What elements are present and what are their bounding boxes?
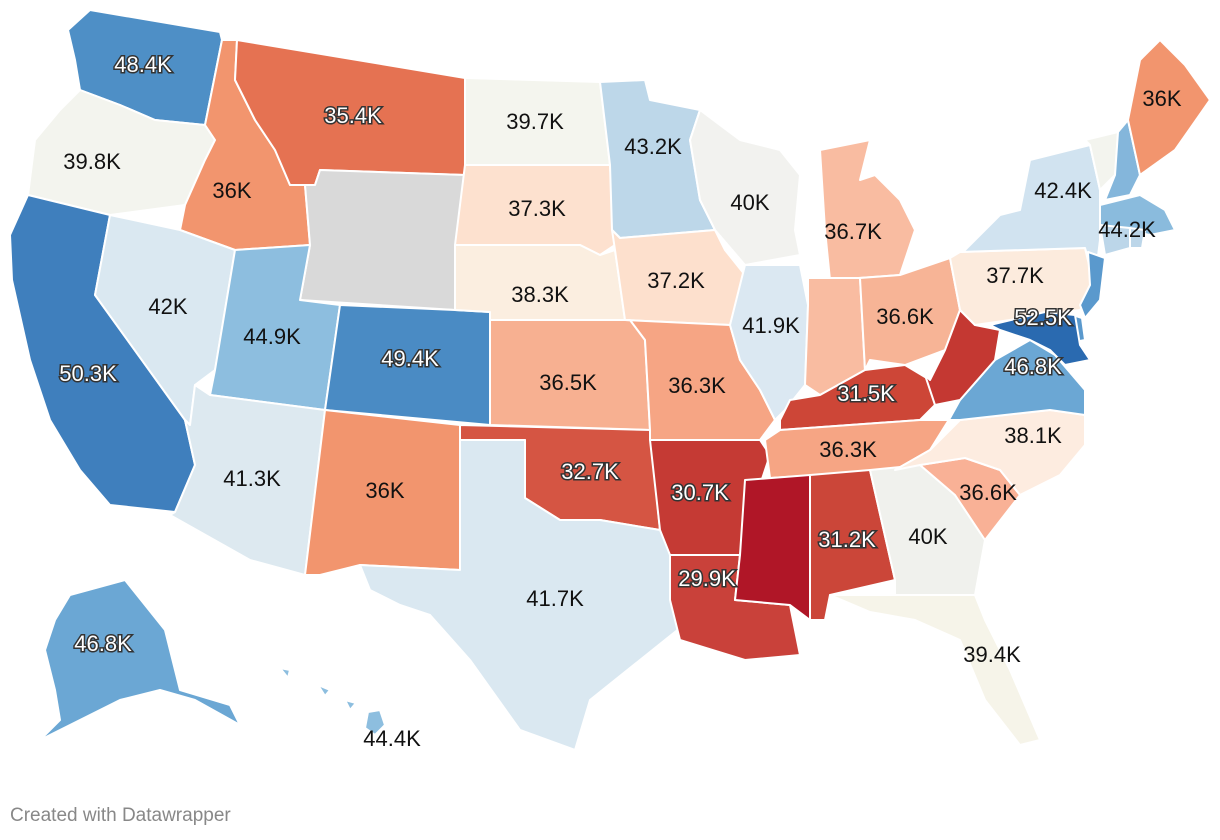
state-label-sc: 36.6K bbox=[959, 480, 1017, 505]
state-wy[interactable] bbox=[299, 169, 466, 311]
state-label-ok: 32.7K bbox=[561, 459, 619, 484]
state-ms[interactable] bbox=[734, 474, 811, 621]
state-label-or: 39.8K bbox=[63, 149, 121, 174]
state-nj[interactable] bbox=[1079, 251, 1106, 319]
state-label-oh: 36.6K bbox=[876, 304, 934, 329]
state-me[interactable] bbox=[1127, 39, 1211, 176]
state-label-ar: 30.7K bbox=[671, 480, 729, 505]
state-label-id: 36K bbox=[212, 178, 251, 203]
state-label-nm: 36K bbox=[365, 478, 404, 503]
state-ri[interactable] bbox=[1129, 227, 1146, 249]
state-il[interactable] bbox=[729, 264, 809, 421]
state-label-la: 29.9K bbox=[678, 566, 736, 591]
state-label-co: 49.4K bbox=[381, 346, 439, 371]
state-label-nv: 42K bbox=[148, 294, 187, 319]
state-label-il: 41.9K bbox=[742, 313, 800, 338]
state-wi[interactable] bbox=[689, 109, 801, 266]
state-label-ut: 44.9K bbox=[243, 324, 301, 349]
state-fl[interactable] bbox=[829, 594, 1041, 746]
state-label-ia: 37.2K bbox=[647, 268, 705, 293]
state-label-me: 36K bbox=[1142, 86, 1181, 111]
state-label-wa: 48.4K bbox=[114, 52, 172, 77]
state-label-tx: 41.7K bbox=[526, 586, 584, 611]
state-label-mn: 43.2K bbox=[624, 134, 682, 159]
state-label-nc: 38.1K bbox=[1004, 423, 1062, 448]
state-label-ny: 42.4K bbox=[1034, 178, 1092, 203]
state-mi[interactable] bbox=[819, 139, 916, 281]
state-label-ma: 44.2K bbox=[1098, 217, 1156, 242]
state-label-mo: 36.3K bbox=[668, 373, 726, 398]
state-label-va: 46.8K bbox=[1004, 354, 1062, 379]
state-hi[interactable] bbox=[279, 667, 386, 736]
state-label-pa: 37.7K bbox=[986, 263, 1044, 288]
state-az[interactable] bbox=[169, 384, 326, 576]
state-label-tn: 36.3K bbox=[819, 437, 877, 462]
credit-text[interactable]: Created with Datawrapper bbox=[10, 805, 231, 826]
state-label-ga: 40K bbox=[908, 524, 947, 549]
state-label-sd: 37.3K bbox=[508, 196, 566, 221]
state-label-mi: 36.7K bbox=[824, 219, 882, 244]
state-vt[interactable] bbox=[1084, 131, 1119, 191]
state-label-hi: 44.4K bbox=[363, 726, 421, 751]
state-label-ca: 50.3K bbox=[59, 361, 117, 386]
choropleth-map: 48.4K 39.8K 50.3K 36K 42K 35.4K 44.9K 41.3K 49.4… bbox=[9, 9, 1211, 756]
state-label-ky: 31.5K bbox=[837, 381, 895, 406]
state-shapes bbox=[9, 9, 1211, 756]
state-label-md: 52.5K bbox=[1014, 305, 1072, 330]
state-label-fl: 39.4K bbox=[963, 642, 1021, 667]
state-label-nd: 39.7K bbox=[506, 109, 564, 134]
state-label-ne: 38.3K bbox=[511, 282, 569, 307]
state-labels: 48.4K 39.8K 50.3K 36K 42K 35.4K 44.9K 41.3K 49.4… bbox=[58, 50, 1182, 751]
state-label-az: 41.3K bbox=[223, 466, 281, 491]
state-label-ks: 36.5K bbox=[539, 370, 597, 395]
state-md[interactable] bbox=[989, 311, 1091, 366]
state-label-wi: 40K bbox=[730, 190, 769, 215]
state-ak[interactable] bbox=[24, 579, 241, 756]
state-label-al: 31.2K bbox=[818, 527, 876, 552]
state-label-ak: 46.8K bbox=[74, 631, 132, 656]
state-label-mt: 35.4K bbox=[324, 103, 382, 128]
state-wv[interactable] bbox=[924, 309, 1001, 406]
